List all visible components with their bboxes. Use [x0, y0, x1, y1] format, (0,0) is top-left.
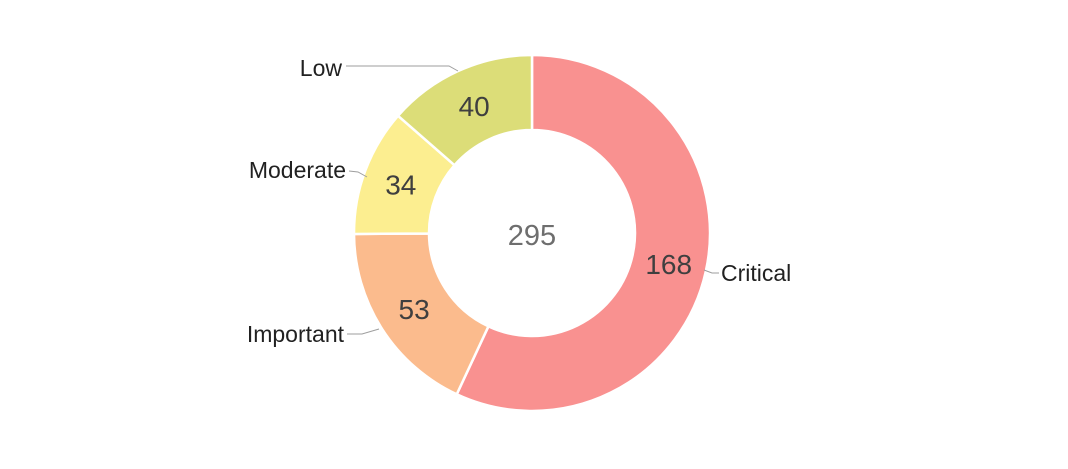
- slice-value-critical: 168: [645, 249, 692, 280]
- leader-line-critical: [703, 269, 719, 274]
- slice-value-low: 40: [459, 91, 490, 122]
- labels-group: 168 53 34 40 295 Critical Important Moderate Low: [247, 55, 791, 347]
- slice-low[interactable]: [396, 53, 534, 167]
- slice-value-moderate: 34: [385, 170, 416, 201]
- category-label-low: Low: [300, 55, 343, 81]
- slice-critical[interactable]: [455, 53, 712, 413]
- category-label-important: Important: [247, 321, 345, 347]
- leader-line-important: [347, 328, 380, 335]
- category-label-critical: Critical: [721, 260, 791, 286]
- slice-important[interactable]: [352, 232, 491, 396]
- category-label-moderate: Moderate: [249, 157, 346, 183]
- leader-line-moderate: [348, 170, 368, 178]
- slice-value-important: 53: [399, 294, 430, 325]
- leader-line-low: [346, 65, 459, 72]
- center-total-label: 295: [508, 220, 556, 252]
- slices-group: [352, 53, 712, 413]
